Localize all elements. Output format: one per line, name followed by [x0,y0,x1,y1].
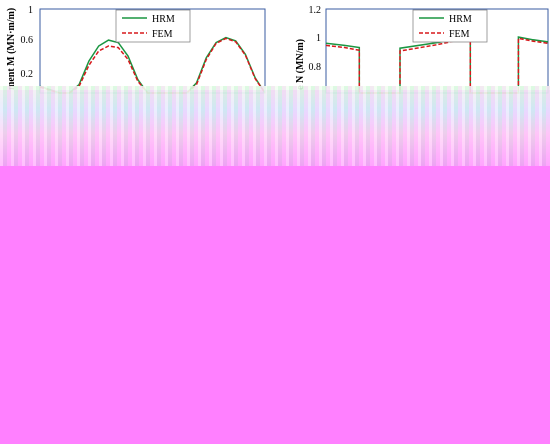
moment-tick-1: 1 [28,5,33,16]
moment-legend-box [115,9,191,43]
moment-tick-0.6: 0.6 [21,35,34,46]
axial-series-hrm-line [325,36,549,94]
moment-legend: HRM FEM [115,9,191,43]
axial-tick-1.2: 1.2 [309,5,322,16]
axial-series-fem-line [325,36,549,94]
axial-legend: HRM FEM [412,9,488,43]
axial-series-group [325,36,549,94]
moment-tick-0.2: 0.2 [21,69,34,80]
axial-legend-box [412,9,488,43]
axial-chart: 1.2 1 0.8 e N (MN/m) HRM FEM [275,0,550,94]
corrupted-image-region [0,86,550,166]
moment-legend-hrm-label: HRM [152,14,175,25]
moment-y-axis-label: ment M (MN·m/m) [6,8,17,90]
axial-legend-hrm-label: HRM [449,14,472,25]
moment-legend-fem-label: FEM [152,29,173,40]
axial-tick-1: 1 [316,33,321,44]
moment-chart: 1 0.6 0.2 ment M (MN·m/m) HRM FEM [0,0,275,94]
axial-tick-0.8: 0.8 [309,62,322,73]
axial-chart-background [275,0,550,90]
axial-y-axis-label: e N (MN/m) [295,39,306,90]
axial-legend-fem-label: FEM [449,29,470,40]
